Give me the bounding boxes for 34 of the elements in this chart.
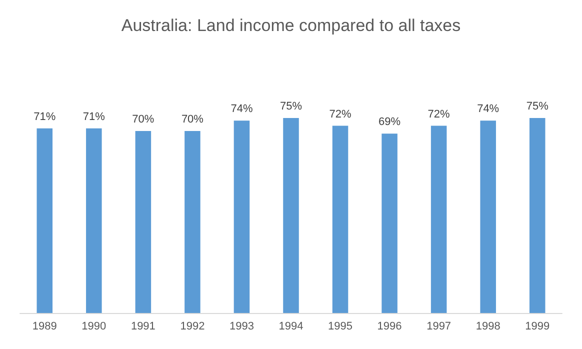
x-tick-label: 1989 (32, 320, 57, 332)
x-tick-label: 1998 (476, 320, 500, 332)
x-tick-label: 1993 (229, 320, 254, 332)
data-label: 69% (378, 116, 401, 128)
data-label: 71% (34, 110, 56, 123)
x-tick-label: 1991 (130, 320, 156, 332)
bar (382, 134, 398, 313)
data-label: 71% (82, 110, 106, 123)
bar (332, 126, 348, 313)
bar (234, 120, 250, 313)
data-label: 75% (526, 100, 549, 112)
x-tick-label: 1992 (180, 320, 205, 332)
data-label: 70% (132, 114, 154, 126)
x-tick-label: 1994 (278, 320, 304, 332)
x-tick-label: 1990 (82, 320, 106, 332)
data-label: 75% (280, 100, 302, 112)
bar (86, 128, 102, 313)
bar (480, 120, 496, 313)
bar (135, 131, 152, 313)
x-tick-label: 1995 (328, 320, 353, 332)
chart-title: Australia: Land income compared to all taxes (121, 16, 461, 35)
data-label: 74% (230, 103, 253, 116)
bar (430, 126, 447, 313)
data-label: 72% (428, 108, 450, 120)
data-label: 74% (477, 103, 500, 116)
bar (36, 128, 53, 313)
data-label: 70% (181, 114, 204, 126)
x-tick-label: 1996 (377, 320, 402, 332)
x-tick-label: 1999 (525, 320, 550, 332)
data-label: 72% (329, 108, 352, 120)
bar (529, 118, 546, 313)
bar (283, 118, 299, 313)
x-tick-label: 1997 (426, 320, 452, 332)
bar (184, 131, 200, 313)
